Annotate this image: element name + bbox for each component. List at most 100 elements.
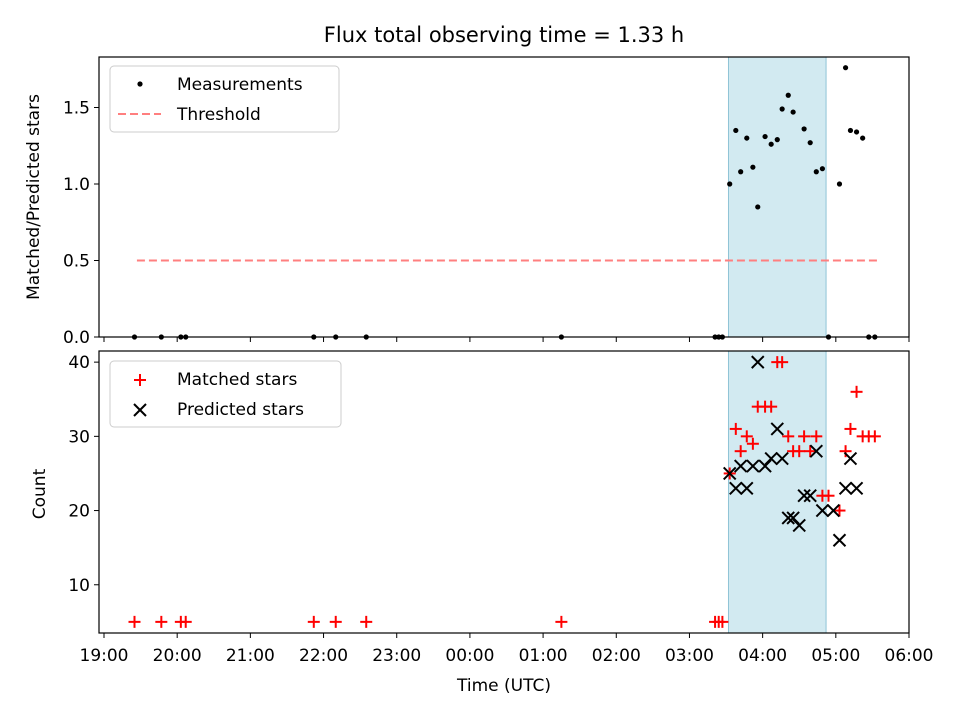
predicted-star-point — [781, 511, 795, 525]
measurement-point — [779, 106, 785, 112]
matched-star-point — [776, 356, 789, 369]
bottom-panel: 10 20 30 40 19:00 20:00 21:00 22:00 23:00 00:00 0… — [30, 350, 934, 696]
matched-star-point — [740, 430, 753, 443]
matched-star-point — [850, 385, 863, 398]
measurement-point — [774, 137, 780, 143]
x-tick-label: 23:00 — [372, 646, 421, 666]
matched-star-point — [716, 615, 729, 628]
matched-star-point — [746, 437, 759, 450]
bottom-plot-marks — [128, 355, 881, 628]
x-tick-label: 06:00 — [885, 646, 934, 666]
measurement-point — [836, 181, 843, 187]
top-x-ticks — [103, 337, 910, 342]
x-tick-label: 20:00 — [153, 646, 202, 666]
chart-title: Flux total observing time = 1.33 h — [324, 23, 684, 47]
measurement-point — [847, 127, 854, 134]
bottom-y-tick-label: 30 — [68, 427, 90, 447]
matched-star-point — [360, 615, 373, 628]
x-tick-label: 01:00 — [519, 646, 568, 666]
top-y-tick-label: 0.5 — [63, 251, 90, 271]
x-tick-label: 02:00 — [592, 646, 641, 666]
measurement-point — [801, 126, 807, 132]
x-axis-label: Time (UTC) — [456, 676, 551, 696]
measurement-point — [762, 133, 768, 140]
top-y-axis-label: Matched/Predicted stars — [24, 94, 44, 300]
measurement-point — [744, 135, 750, 141]
legend-predicted-marker — [133, 403, 147, 417]
top-y-tick-label: 1.5 — [63, 98, 90, 118]
matched-star-point — [844, 422, 857, 435]
predicted-star-point — [764, 451, 778, 466]
predicted-star-point — [729, 481, 743, 495]
bottom-y-tick-label: 40 — [68, 353, 90, 373]
measurement-point — [813, 169, 819, 175]
matched-star-point — [810, 430, 823, 443]
measurement-point — [860, 135, 866, 141]
predicted-star-point — [826, 503, 841, 518]
matched-star-point — [833, 504, 846, 517]
top-y-ticks: 0.0 0.5 1.0 1.5 — [63, 98, 99, 348]
predicted-star-point — [740, 481, 754, 495]
matched-star-point — [307, 615, 320, 628]
matched-star-point — [155, 615, 168, 628]
legend-matched-marker — [134, 374, 146, 386]
matched-star-point — [798, 430, 811, 443]
matched-star-point — [782, 430, 795, 443]
bottom-y-axis-label: Count — [30, 468, 50, 519]
legend-measurements-label: Measurements — [177, 75, 303, 95]
legend-measurements-marker — [137, 81, 143, 87]
x-tick-label: 21:00 — [226, 646, 275, 666]
bottom-x-ticks: 19:00 20:00 21:00 22:00 23:00 00:00 01:00 02:00… — [80, 633, 934, 666]
legend-matched-label: Matched stars — [177, 370, 297, 390]
predicted-star-point — [770, 422, 784, 436]
bottom-shaded-interval — [727, 350, 827, 634]
measurement-point — [727, 181, 733, 187]
bottom-y-ticks: 10 20 30 40 — [68, 353, 99, 596]
bottom-y-tick-label: 10 — [68, 576, 90, 596]
measurement-point — [842, 65, 849, 71]
matched-star-point — [839, 445, 852, 458]
matched-star-point — [734, 445, 747, 458]
predicted-star-point — [803, 489, 817, 503]
predicted-star-point — [775, 451, 789, 466]
predicted-star-point — [733, 459, 748, 473]
bottom-legend-box — [109, 360, 342, 428]
legend-threshold-label: Threshold — [176, 105, 261, 125]
x-tick-label: 22:00 — [299, 646, 348, 666]
measurement-point — [755, 204, 761, 210]
matched-star-point — [793, 445, 806, 458]
predicted-star-point — [815, 503, 830, 518]
matched-star-point — [128, 615, 141, 628]
x-tick-label: 05:00 — [811, 646, 860, 666]
matched-star-point — [555, 615, 568, 628]
predicted-star-point — [838, 481, 853, 495]
predicted-star-point — [751, 355, 765, 369]
top-y-tick-label: 1.0 — [63, 175, 90, 195]
bottom-axes-frame — [98, 350, 910, 634]
predicted-star-point — [746, 459, 760, 473]
top-plot-marks — [131, 65, 879, 340]
top-legend-box — [109, 65, 340, 133]
predicted-star-point — [722, 466, 737, 481]
x-tick-label: 19:00 — [80, 646, 129, 666]
measurement-point — [738, 169, 744, 175]
top-panel: 0.0 0.5 1.0 1.5 Matched/Predicted stars Mea… — [24, 56, 910, 348]
matched-star-point — [804, 445, 817, 458]
bottom-y-tick-label: 20 — [68, 502, 90, 522]
matched-star-point — [729, 422, 742, 435]
x-tick-label: 03:00 — [665, 646, 714, 666]
top-y-tick-label: 0.0 — [63, 328, 90, 348]
matched-star-point — [822, 489, 835, 502]
top-axes-frame — [98, 56, 910, 338]
x-tick-label: 04:00 — [738, 646, 787, 666]
measurement-point — [750, 164, 756, 170]
measurement-point — [785, 92, 791, 98]
predicted-star-point — [843, 451, 858, 466]
measurement-point — [819, 166, 826, 172]
measurement-point — [853, 129, 860, 135]
legend-predicted-label: Predicted stars — [177, 400, 304, 420]
top-legend: Measurements Threshold — [109, 65, 340, 133]
measurement-point — [807, 140, 813, 146]
matched-star-point — [179, 615, 192, 628]
